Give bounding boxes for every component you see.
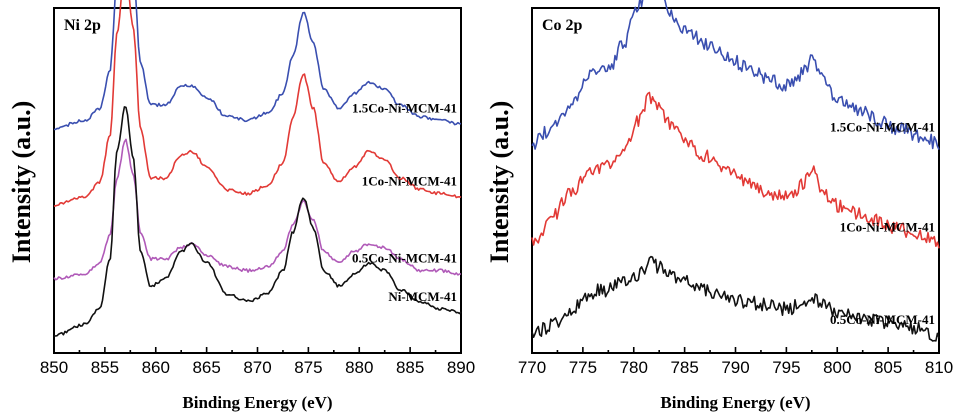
x-ticks: 770 775 780 785 790 795 800 805 810 bbox=[518, 347, 953, 377]
series-line bbox=[531, 255, 940, 342]
x-tick-label: 785 bbox=[670, 358, 698, 377]
series-group: 1.5Co-Ni-MCM-41 1Co-Ni-MCM-41 0.5Co-Ni-MCM… bbox=[531, 0, 940, 342]
x-axis-label: Binding Energy (eV) bbox=[182, 393, 332, 412]
x-tick-label: 790 bbox=[721, 358, 749, 377]
x-tick-label: 890 bbox=[447, 358, 475, 377]
x-tick-label: 870 bbox=[243, 358, 271, 377]
x-tick-label: 865 bbox=[192, 358, 220, 377]
ni-2p-panel: Ni 2p Intensity (a.u.) Binding Energy (e… bbox=[7, 0, 475, 412]
x-tick-label: 810 bbox=[925, 358, 953, 377]
x-tick-label: 860 bbox=[142, 358, 170, 377]
series-label: 0.5Co-Ni-MCM-41 bbox=[830, 312, 935, 327]
series-label: 0.5Co-Ni-MCM-41 bbox=[352, 250, 457, 265]
series-group: 1.5Co-Ni-MCM-41 1Co-Ni-MCM-41 0.5Co-Ni-MCM… bbox=[53, 0, 462, 337]
x-tick-label: 775 bbox=[569, 358, 597, 377]
x-tick-label: 800 bbox=[823, 358, 851, 377]
x-tick-label: 880 bbox=[345, 358, 373, 377]
series-line bbox=[53, 138, 461, 281]
series-line bbox=[53, 0, 462, 207]
x-tick-label: 855 bbox=[91, 358, 119, 377]
co-2p-panel: Co 2p Intensity (a.u.) Binding Energy (e… bbox=[485, 0, 953, 412]
series-label: 1Co-Ni-MCM-41 bbox=[362, 173, 457, 188]
panel-title: Ni 2p bbox=[64, 17, 101, 34]
series-line bbox=[531, 0, 940, 150]
series-line bbox=[531, 91, 940, 249]
x-axis-label: Binding Energy (eV) bbox=[660, 393, 810, 412]
x-tick-label: 875 bbox=[294, 358, 322, 377]
x-tick-label: 885 bbox=[396, 358, 424, 377]
y-axis-label: Intensity (a.u.) bbox=[7, 101, 36, 264]
x-tick-label: 805 bbox=[874, 358, 902, 377]
y-axis-label: Intensity (a.u.) bbox=[485, 101, 514, 264]
x-ticks: 850 855 860 865 870 875 880 885 890 bbox=[40, 347, 475, 377]
series-label: 1.5Co-Ni-MCM-41 bbox=[352, 100, 457, 115]
x-tick-label: 795 bbox=[772, 358, 800, 377]
x-tick-label: 780 bbox=[620, 358, 648, 377]
x-tick-label: 850 bbox=[40, 358, 68, 377]
series-label: 1.5Co-Ni-MCM-41 bbox=[830, 120, 935, 135]
series-label: 1Co-Ni-MCM-41 bbox=[840, 220, 935, 235]
series-line bbox=[53, 106, 462, 337]
x-tick-label: 770 bbox=[518, 358, 546, 377]
series-label: Ni-MCM-41 bbox=[388, 289, 457, 304]
series-line bbox=[53, 0, 461, 131]
panel-title: Co 2p bbox=[542, 17, 583, 34]
